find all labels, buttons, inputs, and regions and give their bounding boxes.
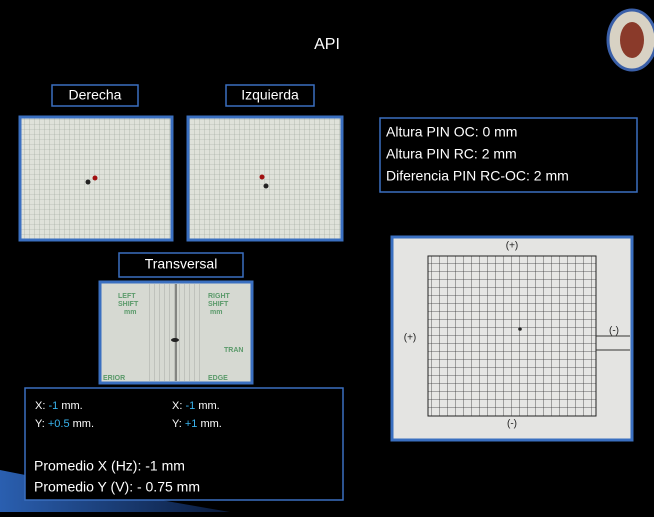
axis-label: X: [172,400,182,412]
measurement: Y: +0.5 mm. [35,418,94,430]
unit: mm. [200,418,221,430]
measurement-value: +1 [185,418,198,430]
average: Promedio Y (V): - 0.75 mm [34,479,200,495]
slide: API Derecha Izquierda Transversal LEFT S… [0,0,654,512]
point [93,176,98,181]
measurement-value: -1 [185,400,195,412]
grid-label: (+) [404,333,417,344]
image-label: RIGHT [208,293,231,300]
info-line: Altura PIN OC: 0 mm [386,124,517,140]
grid-label: (+) [506,241,519,252]
image-label: SHIFT [208,301,229,308]
average: Promedio X (Hz): -1 mm [34,458,185,474]
target-image [188,117,342,240]
point [260,175,265,180]
panel-label: Derecha [69,87,122,103]
grid-label: (-) [507,419,517,430]
image-label: mm [124,309,136,316]
point [518,327,522,331]
measurement: X: -1 mm. [35,400,83,412]
panel-label: Izquierda [241,87,299,103]
measurement-value: -1 [48,400,58,412]
point [264,184,269,189]
info-line: Diferencia PIN RC-OC: 2 mm [386,168,569,184]
image-label: SHIFT [118,301,139,308]
measurement-value: +0.5 [48,418,70,430]
unit: mm. [61,400,82,412]
title: API [314,36,340,53]
image-label: mm [210,309,222,316]
image-label: LEFT [118,293,136,300]
axis-label: Y: [172,418,182,430]
image-label: TRAN [224,347,243,354]
image-label: ERIOR [103,375,125,382]
measurement: Y: +1 mm. [172,418,222,430]
axis-label: Y: [35,418,45,430]
measurement: X: -1 mm. [172,400,220,412]
logo-emblem [620,22,644,58]
info-line: Altura PIN RC: 2 mm [386,146,517,162]
image-label: EDGE [208,375,228,382]
point [171,338,179,342]
grid-label: (-) [609,326,619,337]
page: {"title": "API", "panels": {"right": "De… [0,0,654,512]
large-grid [428,256,596,416]
unit: mm. [198,400,219,412]
point [86,180,91,185]
unit: mm. [73,418,94,430]
axis-label: X: [35,400,45,412]
panel-label: Transversal [145,256,218,272]
